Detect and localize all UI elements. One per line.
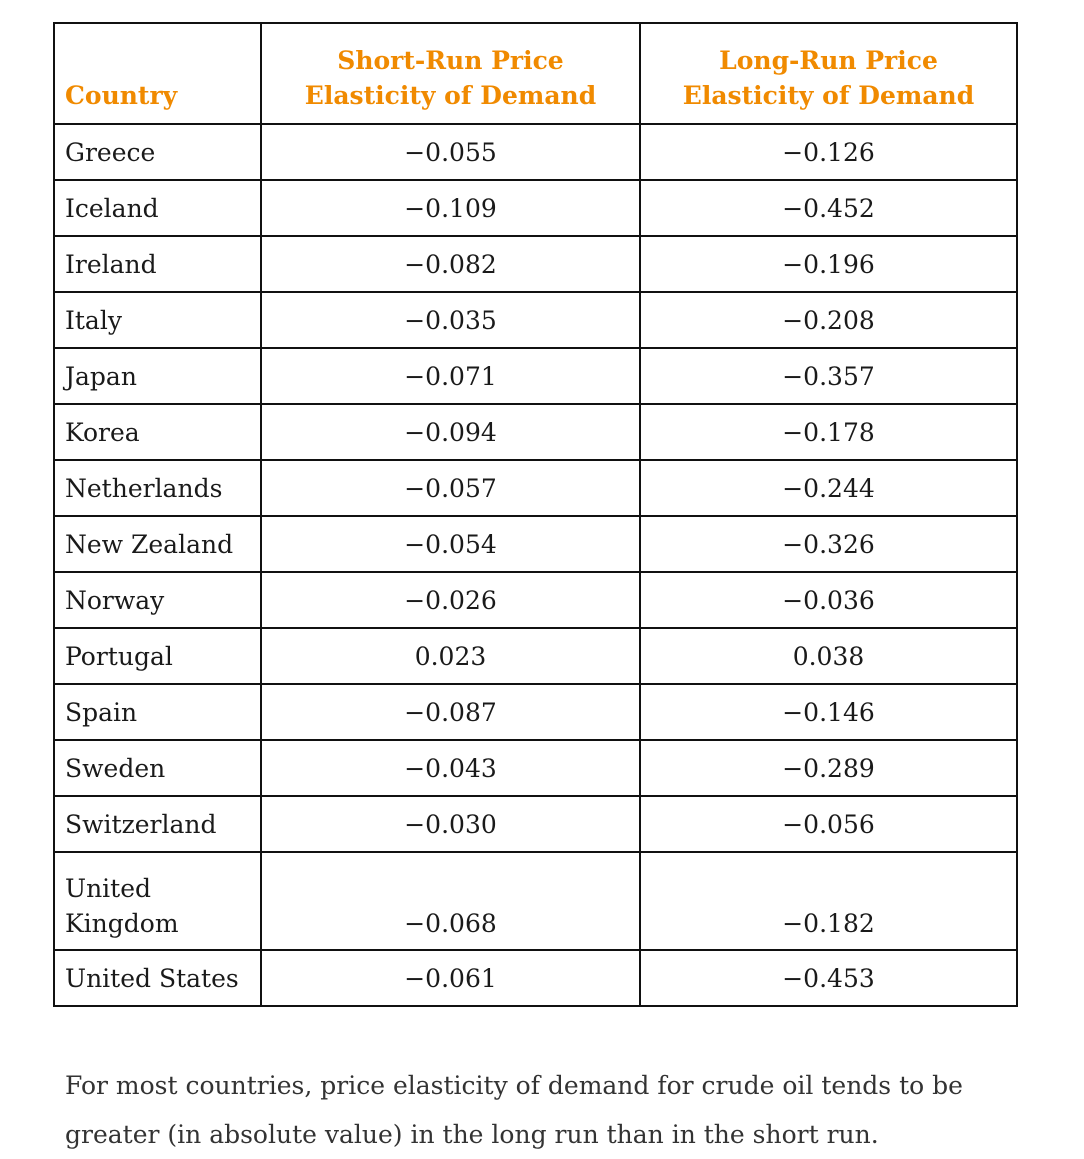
header-country: Country (53, 22, 262, 125)
cell-long-run: −0.208 (639, 291, 1018, 349)
header-short-run: Short-Run Price Elasticity of Demand (260, 22, 641, 125)
cell-short-run: −0.057 (260, 459, 641, 517)
cell-country: Switzerland (53, 795, 262, 853)
cell-country: New Zealand (53, 515, 262, 573)
table-caption: For most countries, price elasticity of … (65, 1071, 963, 1149)
cell-short-run: −0.035 (260, 291, 641, 349)
cell-country: Norway (53, 571, 262, 629)
cell-short-run: 0.023 (260, 627, 641, 685)
elasticity-table: Country Short-Run Price Elasticity of De… (53, 22, 1018, 1007)
cell-long-run: −0.182 (639, 851, 1018, 951)
header-row: Country Short-Run Price Elasticity of De… (53, 22, 1018, 125)
elasticity-table-container: Country Short-Run Price Elasticity of De… (53, 22, 1018, 1007)
cell-long-run: −0.126 (639, 123, 1018, 181)
cell-country: United States (53, 949, 262, 1007)
cell-long-run: −0.178 (639, 403, 1018, 461)
cell-long-run: −0.196 (639, 235, 1018, 293)
cell-long-run: −0.453 (639, 949, 1018, 1007)
table-row: Korea −0.094 −0.178 (53, 403, 1018, 461)
cell-country: Spain (53, 683, 262, 741)
cell-short-run: −0.087 (260, 683, 641, 741)
cell-country: Korea (53, 403, 262, 461)
table-row: Norway −0.026 −0.036 (53, 571, 1018, 629)
table-header: Country Short-Run Price Elasticity of De… (53, 22, 1018, 125)
cell-short-run: −0.030 (260, 795, 641, 853)
cell-country: Portugal (53, 627, 262, 685)
cell-short-run: −0.026 (260, 571, 641, 629)
cell-long-run: −0.056 (639, 795, 1018, 853)
table-row: Portugal 0.023 0.038 (53, 627, 1018, 685)
table-row: United Kingdom −0.068 −0.182 (53, 851, 1018, 951)
table-row: Netherlands −0.057 −0.244 (53, 459, 1018, 517)
cell-country: Japan (53, 347, 262, 405)
header-long-run: Long-Run Price Elasticity of Demand (639, 22, 1018, 125)
cell-long-run: −0.289 (639, 739, 1018, 797)
table-row: Japan −0.071 −0.357 (53, 347, 1018, 405)
cell-long-run: −0.036 (639, 571, 1018, 629)
cell-country: Greece (53, 123, 262, 181)
cell-country: Sweden (53, 739, 262, 797)
cell-short-run: −0.071 (260, 347, 641, 405)
cell-short-run: −0.094 (260, 403, 641, 461)
cell-short-run: −0.054 (260, 515, 641, 573)
cell-long-run: −0.452 (639, 179, 1018, 237)
cell-long-run: −0.146 (639, 683, 1018, 741)
cell-country: United Kingdom (53, 851, 262, 951)
table-row: United States −0.061 −0.453 (53, 949, 1018, 1007)
cell-country: Ireland (53, 235, 262, 293)
table-row: Switzerland −0.030 −0.056 (53, 795, 1018, 853)
cell-long-run: −0.244 (639, 459, 1018, 517)
cell-country: Iceland (53, 179, 262, 237)
table-body: Greece −0.055 −0.126 Iceland −0.109 −0.4… (53, 123, 1018, 1007)
table-row: Spain −0.087 −0.146 (53, 683, 1018, 741)
cell-short-run: −0.055 (260, 123, 641, 181)
table-row: Greece −0.055 −0.126 (53, 123, 1018, 181)
cell-short-run: −0.109 (260, 179, 641, 237)
cell-short-run: −0.068 (260, 851, 641, 951)
cell-short-run: −0.082 (260, 235, 641, 293)
cell-short-run: −0.043 (260, 739, 641, 797)
table-row: Italy −0.035 −0.208 (53, 291, 1018, 349)
table-row: Sweden −0.043 −0.289 (53, 739, 1018, 797)
cell-short-run: −0.061 (260, 949, 641, 1007)
table-row: Iceland −0.109 −0.452 (53, 179, 1018, 237)
cell-long-run: 0.038 (639, 627, 1018, 685)
cell-long-run: −0.326 (639, 515, 1018, 573)
cell-long-run: −0.357 (639, 347, 1018, 405)
cell-country: Netherlands (53, 459, 262, 517)
cell-country: Italy (53, 291, 262, 349)
table-row: New Zealand −0.054 −0.326 (53, 515, 1018, 573)
table-row: Ireland −0.082 −0.196 (53, 235, 1018, 293)
